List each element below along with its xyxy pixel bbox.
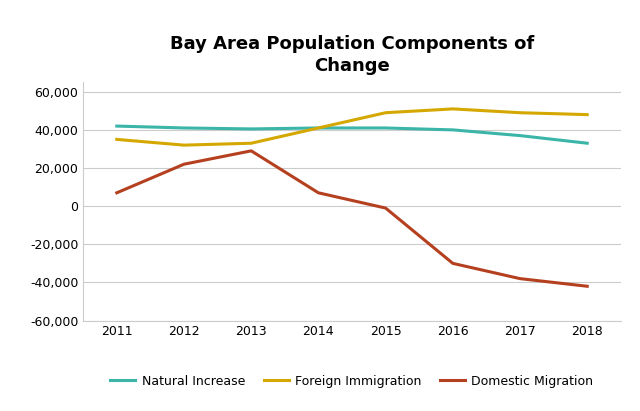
Line: Natural Increase: Natural Increase (117, 126, 588, 143)
Foreign Immigration (449, 106, 457, 111)
Domestic Migration (584, 284, 591, 289)
Legend: Natural Increase, Foreign Immigration, Domestic Migration: Natural Increase, Foreign Immigration, D… (106, 370, 598, 393)
Foreign Immigration (584, 112, 591, 117)
Natural Increase (315, 125, 323, 130)
Natural Increase (248, 127, 255, 132)
Domestic Migration (315, 190, 323, 195)
Domestic Migration (180, 162, 188, 167)
Natural Increase (180, 125, 188, 130)
Domestic Migration (113, 190, 121, 195)
Natural Increase (584, 141, 591, 145)
Domestic Migration (449, 261, 457, 266)
Foreign Immigration (382, 110, 390, 115)
Title: Bay Area Population Components of
Change: Bay Area Population Components of Change (170, 35, 534, 75)
Foreign Immigration (315, 125, 323, 130)
Natural Increase (113, 124, 121, 129)
Foreign Immigration (248, 141, 255, 145)
Domestic Migration (382, 206, 390, 210)
Natural Increase (382, 125, 390, 130)
Foreign Immigration (180, 143, 188, 148)
Domestic Migration (516, 276, 524, 281)
Line: Foreign Immigration: Foreign Immigration (117, 109, 588, 145)
Natural Increase (449, 127, 457, 132)
Foreign Immigration (113, 137, 121, 142)
Natural Increase (516, 133, 524, 138)
Line: Domestic Migration: Domestic Migration (117, 151, 588, 286)
Foreign Immigration (516, 110, 524, 115)
Domestic Migration (248, 148, 255, 153)
